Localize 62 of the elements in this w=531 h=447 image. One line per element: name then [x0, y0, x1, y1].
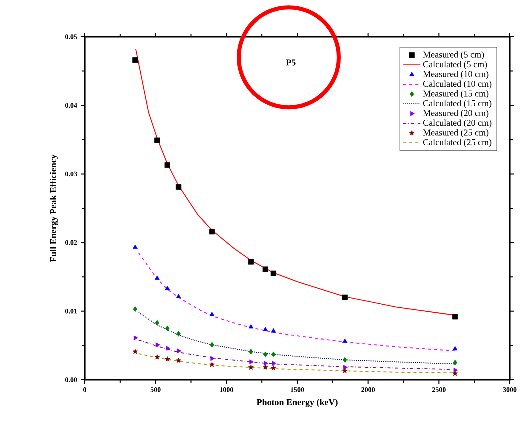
legend-label: Measured (25 cm) — [423, 129, 489, 138]
point — [133, 306, 138, 312]
point — [342, 338, 348, 344]
point — [248, 259, 254, 265]
point — [454, 368, 458, 373]
legend-label: Calculated (5 cm) — [423, 61, 488, 70]
point — [176, 184, 182, 190]
point — [271, 366, 276, 371]
legend-label: Calculated (15 cm) — [423, 100, 492, 108]
point — [176, 331, 181, 337]
point — [452, 314, 458, 320]
point — [210, 362, 215, 368]
point — [272, 361, 276, 366]
point — [272, 352, 276, 358]
point — [270, 270, 276, 276]
point — [210, 312, 215, 316]
legend-label: Measured (20 cm) — [423, 110, 489, 118]
point — [249, 349, 254, 355]
legend-label: Calculated (20 cm) — [423, 120, 492, 128]
point — [154, 354, 160, 360]
point — [154, 138, 160, 144]
point — [452, 371, 458, 376]
point — [134, 336, 138, 341]
point — [210, 356, 216, 362]
point — [164, 356, 170, 362]
point — [166, 346, 170, 351]
point — [210, 342, 214, 348]
legend-label: Calculated (10 cm) — [423, 80, 492, 89]
point — [250, 360, 254, 365]
legend-label: Measured (5 cm) — [423, 51, 484, 60]
point — [342, 294, 348, 300]
point — [342, 368, 348, 374]
point — [453, 360, 458, 366]
point — [154, 276, 160, 280]
annotation: P5 — [286, 60, 296, 66]
legend-label: Calculated (25 cm) — [423, 139, 492, 148]
point — [155, 320, 160, 326]
point — [262, 364, 268, 370]
point — [165, 326, 170, 332]
point — [263, 352, 268, 358]
point — [132, 58, 138, 64]
point — [165, 286, 170, 290]
point — [263, 327, 268, 332]
point — [248, 324, 254, 329]
x-axis-title: Photon Energy (keV) — [256, 399, 338, 408]
point — [271, 328, 276, 333]
point — [156, 342, 160, 348]
y-axis-title: Full Energy Peak Efficiency — [50, 154, 58, 262]
legend-label: Measured (15 cm) — [423, 90, 489, 99]
point — [177, 348, 182, 354]
point — [262, 266, 268, 272]
point — [132, 349, 138, 354]
point — [164, 162, 170, 168]
point — [264, 361, 268, 366]
point — [176, 294, 182, 298]
point — [452, 346, 458, 351]
legend-label: Measured (10 cm) — [423, 70, 489, 80]
point — [176, 358, 182, 364]
point — [132, 244, 138, 250]
point — [248, 364, 254, 370]
point — [342, 357, 348, 363]
point — [209, 229, 216, 235]
